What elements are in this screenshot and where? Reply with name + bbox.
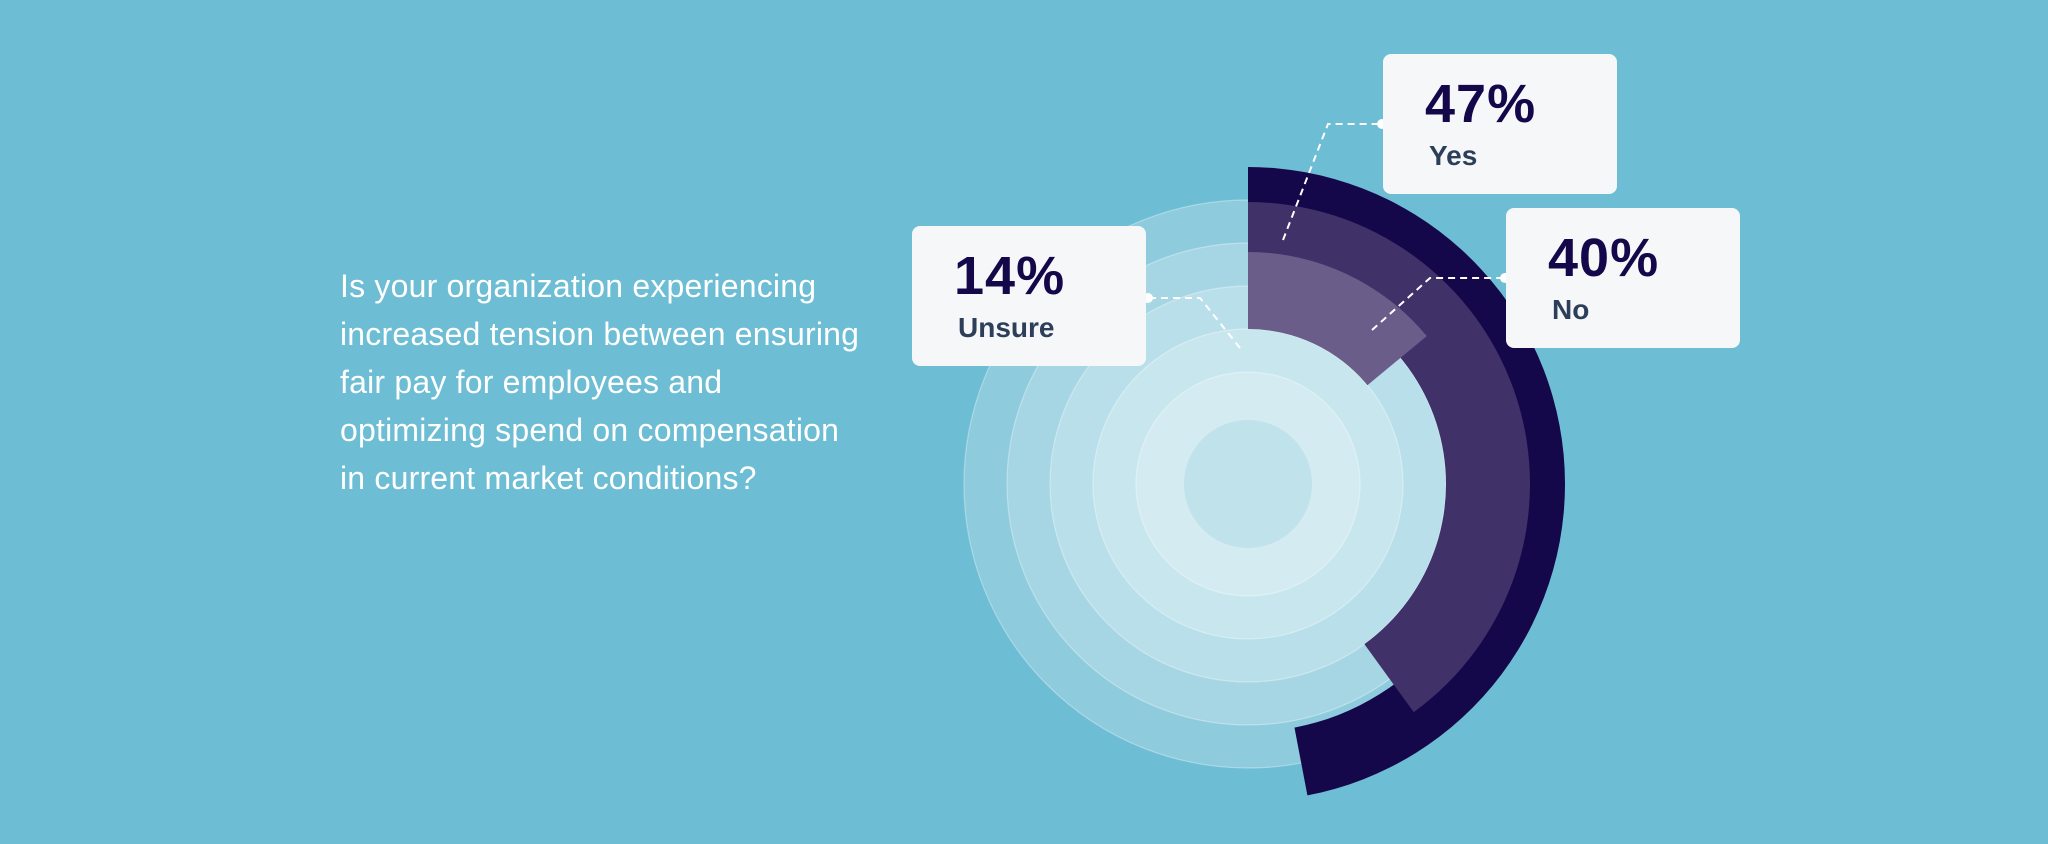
survey-question: Is your organization experiencing increa… xyxy=(340,268,860,496)
center-disc xyxy=(1184,420,1312,548)
arc-yes xyxy=(1248,167,1566,796)
leader-line-unsure xyxy=(1148,297,1241,349)
arc-no xyxy=(1248,202,1530,713)
callout-unsure: 14% Unsure xyxy=(912,226,1146,366)
leader-line-yes xyxy=(1282,123,1382,241)
unsure-label: Unsure xyxy=(958,312,1055,343)
unsure-percent: 14% xyxy=(954,246,1066,306)
leader-line-no xyxy=(1371,277,1505,331)
no-label: No xyxy=(1552,294,1590,325)
callout-yes: 47% Yes xyxy=(1383,54,1617,194)
yes-label: Yes xyxy=(1429,140,1478,171)
yes-percent: 47% xyxy=(1425,74,1537,134)
arc-unsure xyxy=(1248,252,1427,386)
no-percent: 40% xyxy=(1548,228,1660,288)
callout-no: 40% No xyxy=(1506,208,1740,348)
